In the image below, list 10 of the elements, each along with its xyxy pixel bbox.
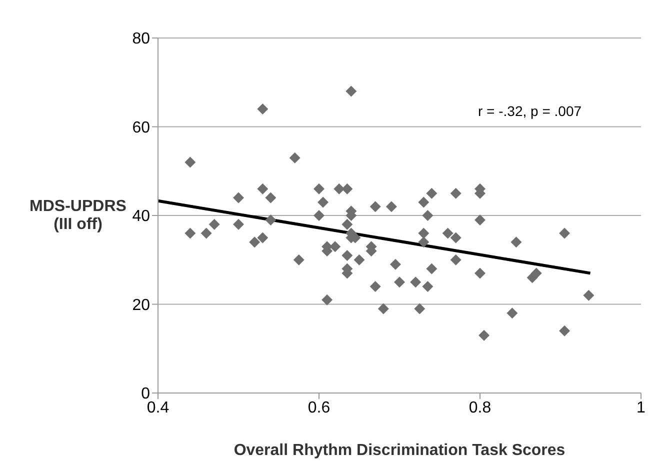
x-axis-title: Overall Rhythm Discrimination Task Scores — [234, 442, 566, 459]
y-tick-label: 80 — [132, 30, 150, 48]
x-tick-label: 1 — [636, 399, 646, 416]
y-tick-label: 40 — [132, 208, 150, 226]
x-tick-label: 0.8 — [468, 399, 492, 416]
x-tick-label: 0.6 — [308, 399, 330, 416]
y-tick-label: 60 — [132, 119, 150, 136]
y-tick-label: 20 — [132, 296, 150, 314]
annotation: r = -.32, p = .007 — [478, 103, 582, 119]
y-axis-title: MDS-UPDRS (III off) — [28, 198, 128, 234]
